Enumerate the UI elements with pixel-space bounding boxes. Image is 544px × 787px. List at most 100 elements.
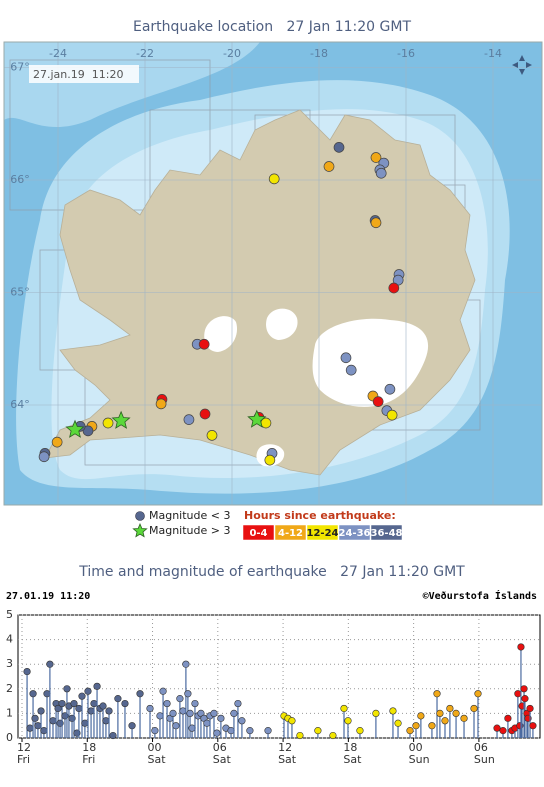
map-title: Earthquake location 27 Jan 11:20 GMT	[133, 19, 411, 35]
point	[151, 727, 159, 735]
x-tick-label: 00	[148, 741, 162, 754]
quake	[206, 430, 218, 441]
point	[128, 722, 136, 730]
y-tick-label: 4	[6, 633, 13, 646]
quake	[183, 414, 195, 425]
point	[428, 722, 436, 730]
quake	[268, 173, 280, 185]
x-day-label: Sat	[148, 753, 167, 766]
legend-small: Magnitude < 3	[149, 509, 231, 522]
lon-label: -18	[310, 47, 328, 60]
quake	[340, 352, 352, 364]
point	[156, 712, 164, 720]
quake	[38, 451, 50, 463]
point	[203, 719, 211, 727]
point	[163, 699, 171, 708]
point	[146, 704, 154, 713]
age-swatch	[274, 524, 307, 541]
quake	[323, 161, 335, 172]
point	[191, 699, 199, 708]
point	[136, 690, 144, 698]
quake	[102, 417, 114, 429]
age-swatch	[370, 524, 403, 541]
point	[394, 719, 402, 727]
age-label: 24-36	[339, 528, 371, 539]
point	[90, 699, 98, 708]
compass-arrows	[512, 55, 532, 75]
large-quake	[247, 409, 267, 428]
x-tick-label: 00	[409, 741, 423, 754]
age-label: 36-48	[371, 528, 403, 539]
sea-shelf	[4, 42, 260, 128]
point	[84, 687, 92, 695]
point	[93, 682, 101, 690]
y-tick-label: 5	[6, 608, 13, 621]
point	[40, 727, 48, 735]
point	[474, 690, 482, 698]
point	[34, 722, 42, 730]
point	[23, 667, 31, 676]
point	[504, 714, 512, 722]
point	[264, 727, 272, 735]
point	[329, 731, 337, 740]
point	[529, 722, 537, 730]
point	[37, 707, 45, 715]
large-quake	[111, 410, 131, 429]
point	[176, 695, 184, 703]
x-tick-label: 12	[17, 741, 31, 754]
point	[121, 699, 129, 708]
lon-label: -20	[223, 47, 241, 60]
map	[4, 42, 542, 505]
quake	[198, 338, 210, 350]
point	[213, 729, 221, 737]
point	[246, 727, 254, 735]
point	[314, 727, 322, 735]
legend-circle	[135, 511, 145, 521]
lat-label: 67°	[10, 61, 30, 74]
lat-label: 64°	[10, 398, 30, 411]
point	[70, 699, 78, 708]
quake	[386, 409, 398, 421]
y-tick-label: 2	[6, 682, 13, 695]
point	[446, 704, 454, 713]
point	[210, 709, 218, 718]
point	[186, 709, 194, 718]
quake	[199, 408, 211, 420]
x-tick-label: 12	[278, 741, 292, 754]
legend-large: Magnitude > 3	[149, 524, 231, 537]
quake	[372, 396, 384, 407]
point	[159, 687, 167, 695]
x-tick-label: 18	[343, 741, 357, 754]
age-swatch	[242, 524, 275, 541]
point	[46, 660, 54, 668]
point	[340, 704, 348, 713]
age-swatch	[338, 524, 371, 541]
point	[58, 699, 66, 708]
age-label: 4-12	[278, 528, 303, 539]
x-tick-label: 06	[474, 741, 488, 754]
point	[169, 709, 177, 718]
quake	[333, 142, 345, 153]
point	[412, 722, 420, 730]
point	[296, 731, 304, 740]
point	[514, 690, 522, 698]
x-day-label: Sat	[278, 753, 297, 766]
quake	[345, 364, 357, 376]
glacier	[204, 316, 238, 352]
x-day-label: Sat	[343, 753, 362, 766]
point	[436, 709, 444, 718]
point	[356, 727, 364, 735]
point	[238, 717, 246, 725]
credit: ©Veðurstofa Íslands	[423, 589, 537, 602]
y-tick-label: 3	[6, 657, 13, 670]
point	[99, 702, 107, 710]
x-day-label: Fri	[17, 753, 30, 766]
point	[499, 727, 507, 735]
point	[517, 643, 525, 651]
quake	[370, 217, 382, 229]
map-timestamp: 27.jan.19 11:20	[33, 68, 123, 81]
point	[526, 704, 534, 713]
x-tick-label: 18	[82, 741, 96, 754]
timestamp-box	[29, 65, 139, 83]
